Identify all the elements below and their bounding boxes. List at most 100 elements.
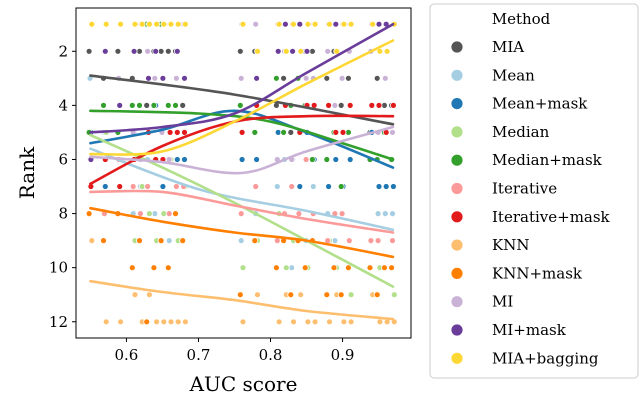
point-knn	[347, 318, 355, 326]
point-knn-mask	[330, 264, 338, 272]
point-mi	[172, 74, 180, 82]
point-median	[390, 291, 398, 299]
legend-label-knn: KNN	[492, 236, 529, 254]
point-mia-bagging	[167, 20, 175, 28]
point-mean-mask	[181, 156, 188, 163]
y-tick-label: 8	[58, 205, 68, 223]
legend-marker-mia	[450, 40, 464, 54]
point-iterative-mask	[181, 128, 188, 136]
point-iterative-mask	[339, 128, 347, 136]
point-mean	[165, 237, 173, 245]
legend-label-mi-mask: MI+mask	[492, 321, 567, 339]
point-mi-mask	[281, 20, 289, 28]
point-mia-bagging	[254, 47, 261, 55]
point-knn-mask	[380, 264, 388, 272]
point-iterative-mask	[116, 183, 124, 190]
point-knn	[239, 318, 247, 326]
point-mean	[237, 237, 245, 245]
point-knn-mask	[373, 291, 381, 299]
point-knn	[290, 318, 297, 326]
point-mia	[337, 102, 345, 109]
y-tick-label: 6	[58, 150, 68, 168]
point-knn-mask	[143, 318, 151, 326]
point-mean-mask	[389, 183, 397, 190]
point-mean-mask	[382, 183, 390, 190]
point-iterative	[288, 183, 296, 190]
point-mi-mask	[296, 20, 304, 28]
x-tick-label: 0.8	[259, 346, 283, 364]
point-mi-mask	[173, 47, 181, 55]
legend-label-median-mask: Median+mask	[492, 151, 603, 169]
point-mia	[179, 102, 187, 109]
y-tick-label: 12	[49, 313, 68, 331]
legend-label-iterative-mask: Iterative+mask	[492, 208, 611, 226]
point-mean-mask	[159, 183, 167, 190]
point-mia-bagging	[311, 20, 319, 28]
point-iterative	[338, 210, 346, 218]
point-knn-mask	[344, 264, 352, 272]
point-knn-mask	[287, 291, 295, 299]
point-knn	[304, 318, 312, 326]
point-knn	[167, 318, 175, 326]
point-knn	[145, 291, 153, 299]
legend-box	[429, 3, 639, 379]
point-mia-bagging	[347, 20, 355, 28]
point-knn	[160, 318, 168, 326]
legend-marker-mean	[450, 68, 464, 82]
point-knn	[153, 318, 161, 326]
point-knn	[311, 318, 319, 326]
point-iterative	[345, 237, 353, 245]
point-mi-mask	[101, 47, 109, 55]
point-mia	[114, 47, 122, 55]
point-mia-bagging	[181, 20, 189, 28]
point-knn	[326, 318, 333, 326]
point-mia-bagging	[145, 20, 153, 28]
point-median-mask	[136, 102, 143, 109]
point-mi-mask	[253, 74, 261, 82]
point-iterative	[165, 210, 173, 218]
point-knn	[88, 237, 96, 245]
point-knn	[181, 318, 189, 326]
legend-marker-knn	[450, 238, 464, 252]
point-knn-mask	[323, 291, 331, 299]
point-knn-mask	[301, 264, 309, 272]
point-median	[282, 264, 290, 272]
point-mean-mask	[346, 156, 354, 163]
point-knn-mask	[337, 291, 345, 299]
legend-label-mean-mask: Mean+mask	[492, 95, 588, 113]
point-mi	[324, 47, 332, 55]
point-iterative	[367, 237, 375, 245]
point-mean-mask	[101, 183, 109, 190]
point-iterative-mask	[346, 102, 354, 109]
point-mean	[273, 183, 281, 190]
point-mean	[374, 210, 382, 218]
point-mia-bagging	[131, 20, 139, 28]
point-mi-mask	[159, 74, 167, 82]
trend-median	[89, 133, 395, 288]
y-tick-label: 10	[49, 259, 68, 277]
point-iterative	[252, 183, 260, 190]
point-knn-mask	[366, 264, 374, 272]
point-mia-bagging	[290, 20, 297, 28]
legend-marker-iterative-mask	[450, 210, 464, 224]
point-mean-mask	[332, 156, 340, 163]
point-knn	[131, 291, 139, 299]
legend-marker-mean-mask	[450, 97, 464, 110]
point-knn-mask	[164, 264, 172, 272]
legend-marker-knn-mask	[450, 266, 464, 280]
point-mia	[143, 102, 151, 109]
point-knn-mask	[388, 264, 396, 272]
point-mia-bagging	[239, 20, 247, 28]
point-mi	[237, 74, 245, 82]
point-iterative	[172, 183, 180, 190]
point-mi	[252, 20, 260, 28]
legend-marker-iterative	[450, 182, 464, 195]
point-median	[347, 291, 355, 299]
legend-label-median: Median	[492, 123, 550, 141]
point-median	[239, 264, 247, 272]
point-median-mask	[251, 128, 259, 136]
point-mia-bagging	[369, 20, 377, 28]
point-mia-bagging	[275, 20, 283, 28]
point-knn	[102, 318, 110, 326]
